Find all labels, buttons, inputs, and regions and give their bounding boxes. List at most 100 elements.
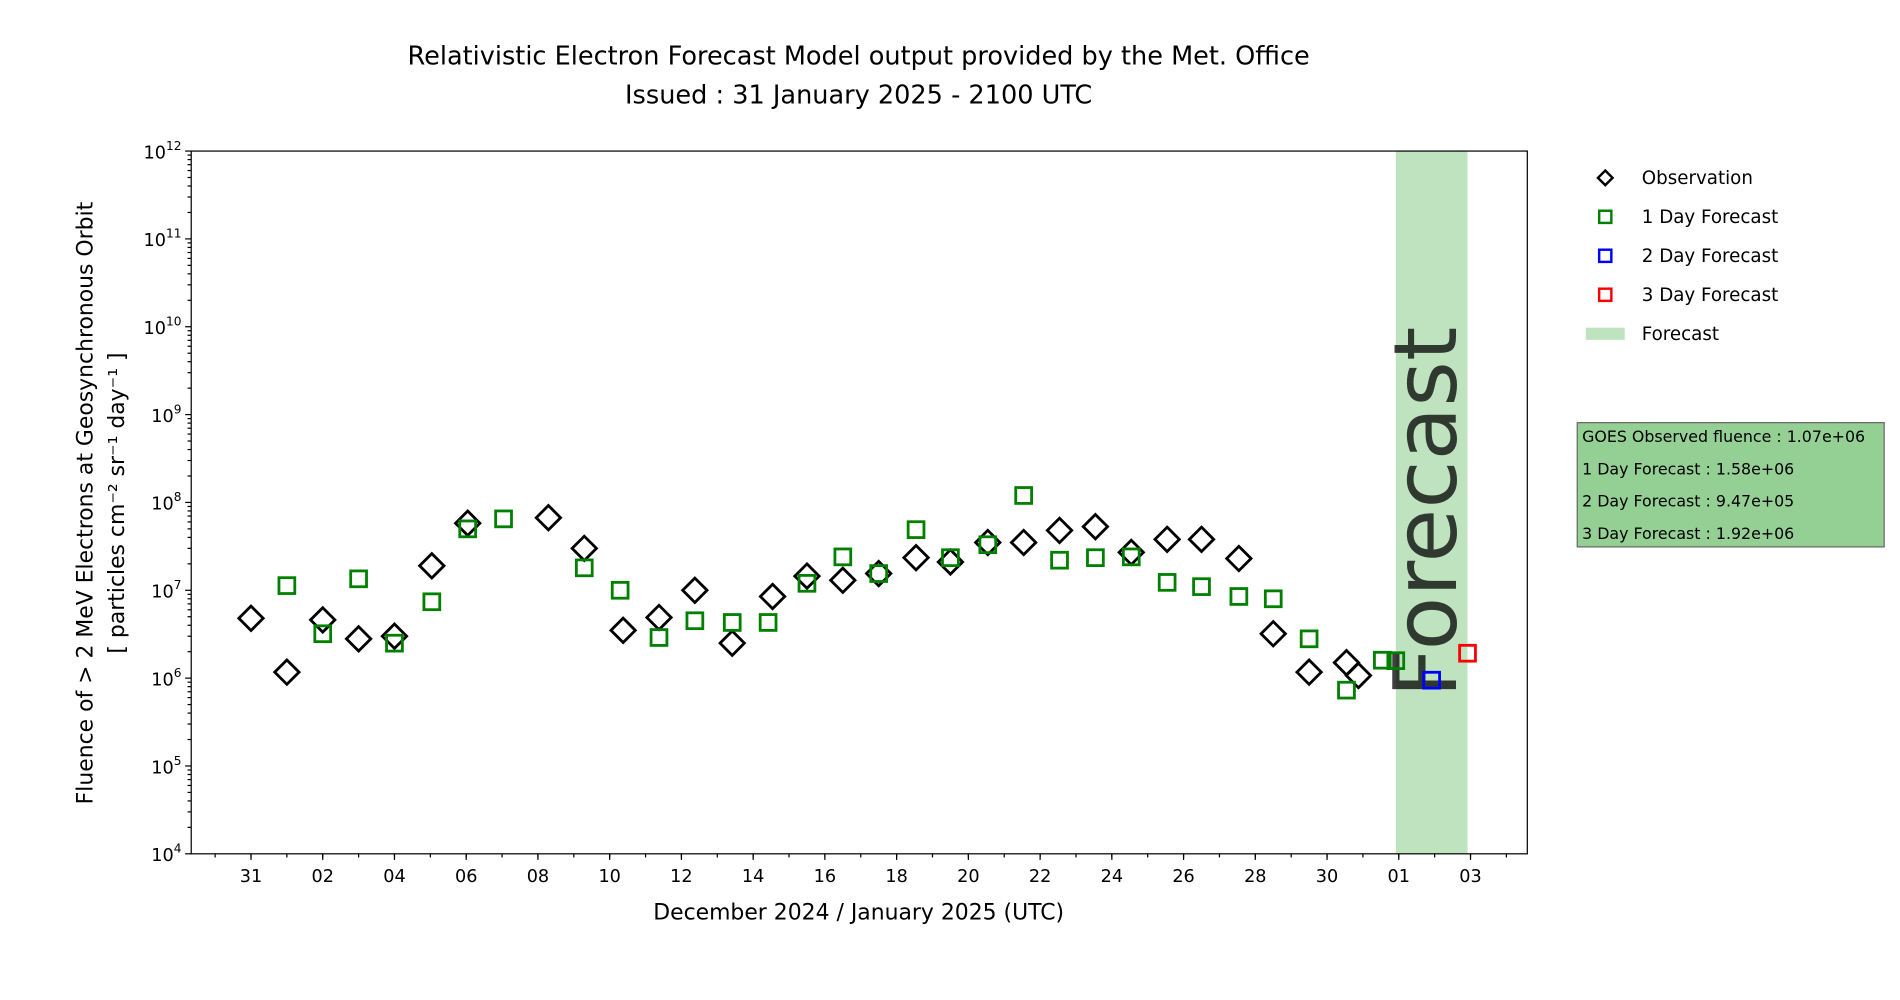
1-day-forecast-point <box>349 569 368 589</box>
y-tick-label: 106 <box>151 666 181 691</box>
observation-point <box>758 582 787 611</box>
1-day-forecast-point <box>1229 587 1249 606</box>
observation-point <box>272 657 302 687</box>
legend-label: 3 Day Forecast <box>1642 285 1778 306</box>
1-day-forecast-point <box>906 520 926 539</box>
y-tick-label: 109 <box>151 402 181 427</box>
1-day-forecast-point <box>458 519 478 539</box>
forecast-band <box>1395 151 1468 854</box>
info-box-background <box>1576 422 1885 548</box>
x-tick-label: 26 <box>1172 867 1194 887</box>
y-tick-label: 108 <box>151 490 181 515</box>
observation-point <box>236 604 266 633</box>
observation-point <box>1081 512 1110 541</box>
1-day-forecast-point <box>797 574 817 593</box>
x-tick-label: 01 <box>1388 867 1410 887</box>
y-tick-label: 1012 <box>144 139 182 164</box>
1-day-forecast-point <box>1373 650 1392 670</box>
observation-point <box>534 503 563 532</box>
chart-title: Relativistic Electron Forecast Model out… <box>408 42 1310 72</box>
x-tick-label: 16 <box>814 867 836 887</box>
x-tick-label: 03 <box>1459 867 1481 887</box>
observation-point <box>380 622 409 651</box>
1-day-forecast-point <box>574 558 594 578</box>
x-tick-label: 24 <box>1101 867 1123 887</box>
x-tick-label: 31 <box>240 867 262 887</box>
observation-point <box>1344 661 1373 690</box>
x-tick-label: 08 <box>527 867 549 887</box>
x-tick-label: 04 <box>383 867 405 887</box>
1-day-forecast-point <box>941 548 960 568</box>
1-day-forecast-point <box>1263 589 1283 609</box>
y-tick-label: 1011 <box>144 227 182 252</box>
x-tick-label: 20 <box>957 867 979 887</box>
x-tick-label: 02 <box>312 867 334 887</box>
x-tick-label: 06 <box>455 867 477 887</box>
x-tick-label: 22 <box>1029 867 1051 887</box>
observation-point <box>1045 516 1074 545</box>
1-day-forecast-point <box>1050 550 1069 570</box>
x-tick-label: 30 <box>1316 867 1338 887</box>
legend-square-icon <box>1597 209 1613 225</box>
observation-point <box>1259 619 1288 648</box>
y-tick-label: 104 <box>151 842 181 867</box>
observation-point <box>901 543 931 572</box>
1-day-forecast-point <box>685 611 705 631</box>
1-day-forecast-point <box>978 535 998 555</box>
observation-point <box>644 603 674 632</box>
info-box-line: 1 Day Forecast : 1.58e+06 <box>1582 459 1794 478</box>
forecast-band-label: Forecast <box>1375 327 1477 698</box>
1-day-forecast-point <box>1299 629 1319 649</box>
x-tick-label: 10 <box>598 867 620 887</box>
observation-point <box>680 576 710 605</box>
observation-point <box>828 566 857 595</box>
legend-label: 1 Day Forecast <box>1642 207 1778 228</box>
y-tick-label: 107 <box>151 578 181 603</box>
observation-point <box>1332 648 1361 677</box>
legend-label: Observation <box>1642 168 1753 189</box>
info-box: GOES Observed fluence : 1.07e+06 1 Day Fo… <box>1576 422 1885 548</box>
1-day-forecast-point <box>833 547 853 567</box>
1-day-forecast-point <box>422 592 442 612</box>
observation-point <box>1187 525 1216 554</box>
info-box-line: 2 Day Forecast : 9.47e+05 <box>1582 492 1794 511</box>
1-day-forecast-point <box>722 613 742 632</box>
legend-square-icon <box>1597 287 1613 303</box>
observation-point <box>308 605 337 635</box>
1-day-forecast-point <box>869 564 889 583</box>
chart-subtitle: Issued : 31 January 2025 - 2100 UTC <box>625 81 1092 111</box>
1-day-forecast-point <box>1157 573 1177 592</box>
legend-diamond-icon <box>1596 168 1615 187</box>
1-day-forecast-point <box>758 613 778 632</box>
x-axis-label: December 2024 / January 2025 (UTC) <box>653 901 1064 926</box>
1-day-forecast-point <box>649 628 669 647</box>
observation-point <box>417 551 446 580</box>
observation-point <box>608 616 638 645</box>
1-day-forecast-point <box>277 576 297 595</box>
1-day-forecast-point <box>610 580 630 600</box>
y-tick-label: 1010 <box>144 315 182 340</box>
x-tick-label: 14 <box>742 867 764 887</box>
observation-point <box>1294 657 1324 687</box>
info-box-line: GOES Observed fluence : 1.07e+06 <box>1582 427 1865 446</box>
x-tick-label: 18 <box>885 867 907 887</box>
observation-point <box>1152 525 1182 554</box>
2-day-forecast-point <box>1422 670 1441 690</box>
1-day-forecast-point <box>1086 548 1105 568</box>
1-day-forecast-point <box>494 509 513 529</box>
info-box-line: 3 Day Forecast : 1.92e+06 <box>1582 524 1794 543</box>
observation-point <box>718 629 747 658</box>
1-day-forecast-point <box>1192 577 1211 596</box>
3-day-forecast-point <box>1458 643 1477 663</box>
1-day-forecast-point <box>1014 486 1033 505</box>
observation-point <box>1224 544 1254 573</box>
y-tick-label: 105 <box>151 754 181 779</box>
legend-label: 2 Day Forecast <box>1642 246 1778 267</box>
observation-point <box>570 534 599 563</box>
legend-band-swatch <box>1585 327 1625 340</box>
observation-point <box>792 561 822 591</box>
x-tick-label: 12 <box>670 867 692 887</box>
plot-frame <box>190 150 1528 855</box>
y-axis-label-line2: [ particles cm⁻² sr⁻¹ day⁻¹ ] <box>105 353 130 654</box>
